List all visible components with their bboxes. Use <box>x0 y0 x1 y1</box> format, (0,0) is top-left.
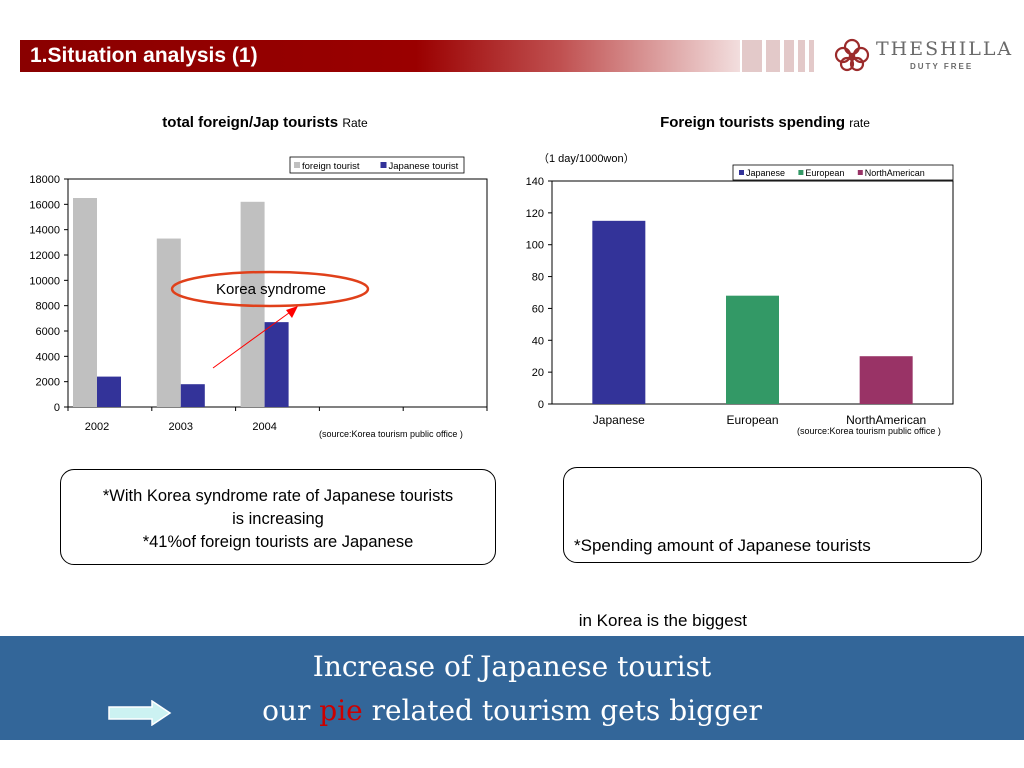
note-right-line-1: *Spending amount of Japanese tourists <box>574 536 871 555</box>
logo-subtitle: DUTY FREE <box>910 62 974 71</box>
y-tick-label: 60 <box>532 303 544 315</box>
annotation-arrowhead <box>286 306 298 318</box>
y-tick-label: 10000 <box>29 275 60 287</box>
bar-japanese-tourist-2002 <box>97 376 121 407</box>
conclusion-highlight: pie <box>319 694 363 727</box>
conclusion-prefix: our <box>262 694 320 727</box>
conclusion-suffix: related tourism gets bigger <box>362 694 762 727</box>
x-tick-label: NorthAmerican <box>846 413 926 427</box>
left-chart-title-main: total foreign/Jap tourists <box>162 114 339 131</box>
right-chart-title-main: Foreign tourists spending <box>660 114 846 131</box>
x-tick-label: 2002 <box>85 421 109 433</box>
legend-box <box>732 164 954 181</box>
note-left-line-3: *41%of foreign tourists are Japanese <box>142 533 414 551</box>
y-tick-label: 40 <box>532 335 544 347</box>
y-tick-label: 120 <box>526 208 544 220</box>
y-tick-label: 12000 <box>29 250 60 262</box>
y-tick-label: 2000 <box>36 377 60 389</box>
note-right-line-2: in Korea is the biggest <box>574 611 747 630</box>
shilla-logo: THESHILLA DUTY FREE <box>832 36 1011 76</box>
y-tick-label: 20 <box>532 367 544 379</box>
x-tick-label: Japanese <box>593 413 645 427</box>
right-arrow-icon <box>108 700 172 726</box>
flower-logo-icon <box>834 38 870 72</box>
y-tick-label: 0 <box>538 399 544 411</box>
note-left-line-1: *With Korea syndrome rate of Japanese to… <box>102 487 454 505</box>
x-tick-label: 2004 <box>252 421 276 433</box>
left-chart-title: total foreign/Jap tourists Rate <box>60 114 470 131</box>
bar-japanese-tourist-2004 <box>264 322 289 407</box>
unit-label: （1 day/1000won） <box>538 152 635 165</box>
right-chart-title: Foreign tourists spending rate <box>560 114 970 131</box>
bar-foreign-tourist-2002 <box>73 198 97 407</box>
note-left-line-2: is increasing <box>232 510 324 528</box>
annotation-arrow-line <box>212 309 294 369</box>
right-chart-title-suffix: rate <box>849 116 870 130</box>
legend-label: NorthAmerican <box>865 168 925 178</box>
conclusion-line-1: Increase of Japanese tourist <box>312 650 712 683</box>
x-tick-label: European <box>726 413 778 427</box>
y-tick-label: 80 <box>532 272 544 284</box>
legend-label: European <box>805 168 844 178</box>
legend-label: foreign tourist <box>302 161 360 172</box>
legend-swatch <box>294 162 300 168</box>
y-tick-label: 100 <box>526 240 544 252</box>
y-tick-label: 6000 <box>36 326 60 338</box>
bar-northamerican <box>859 356 913 404</box>
legend-swatch <box>739 170 744 175</box>
source-note-left: (source:Korea tourism public office ) <box>319 429 463 439</box>
y-tick-label: 140 <box>526 176 544 188</box>
y-tick-label: 14000 <box>29 225 60 237</box>
y-tick-label: 0 <box>54 402 60 414</box>
legend-swatch <box>798 170 804 175</box>
note-box-right: *Spending amount of Japanese tourists in… <box>563 467 982 630</box>
y-tick-label: 18000 <box>29 174 60 186</box>
legend-box <box>289 156 465 174</box>
y-tick-label: 16000 <box>29 199 60 211</box>
source-note-right: (source:Korea tourism public office ) <box>797 426 941 436</box>
x-tick-label: 2003 <box>169 421 193 433</box>
bar-japanese-tourist-2003 <box>180 384 205 407</box>
legend-label: Japanese <box>746 168 785 178</box>
logo-wordmark: THESHILLA <box>876 38 1014 60</box>
legend-label: Japanese tourist <box>389 161 459 172</box>
legend-swatch <box>857 170 863 175</box>
header-bar: 1.Situation analysis (1) <box>20 40 740 72</box>
y-tick-label: 4000 <box>36 351 60 363</box>
bar-foreign-tourist-2003 <box>156 238 181 407</box>
bar-european <box>726 295 779 404</box>
korea-syndrome-label: Korea syndrome <box>216 281 326 298</box>
left-bar-chart: 0 2000 4000 6000 8000 10000 12000 14000 16000 180… <box>29 156 488 439</box>
legend-swatch <box>380 162 387 168</box>
note-box-left: *With Korea syndrome rate of Japanese to… <box>60 469 496 565</box>
korea-syndrome-highlight <box>170 270 370 308</box>
y-tick-label: 8000 <box>36 301 60 313</box>
left-chart-title-suffix: Rate <box>342 116 368 130</box>
page-title: 1.Situation analysis (1) <box>30 44 258 67</box>
conclusion-line-2: our pie related tourism gets bigger <box>0 694 1024 727</box>
bar-japanese <box>592 220 646 404</box>
conclusion-band <box>0 636 1024 740</box>
right-bar-chart: （1 day/1000won） 0 20 40 60 80 100 120 140 Japanes… <box>526 152 954 436</box>
